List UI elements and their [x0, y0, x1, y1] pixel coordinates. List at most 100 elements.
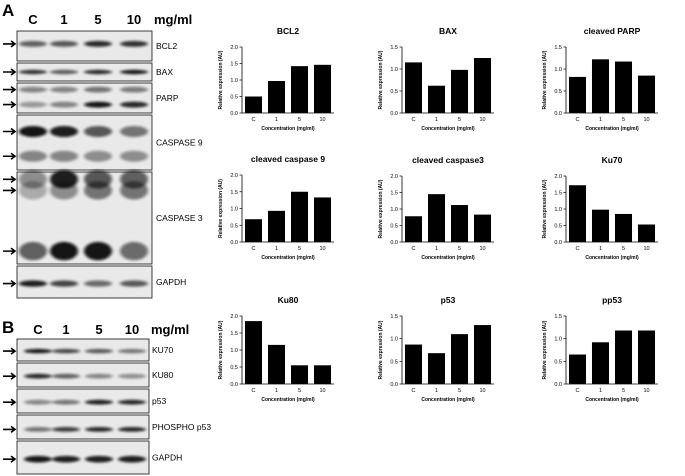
- bar-bax-5: [450, 69, 469, 113]
- y-tick-ku70-3: 1.5: [554, 191, 562, 197]
- panel-a-label-parp: PARP: [156, 93, 179, 103]
- y-tick-bcl2-3: 1.5: [230, 62, 238, 68]
- panel-b-band-ku70-0-lane0: [24, 348, 52, 354]
- panel-a-arrow-bcl2-0: [3, 40, 17, 48]
- panel-a-band-caspase-3-1-lane1: [50, 181, 78, 200]
- x-tick-ku80-10: 10: [319, 388, 325, 394]
- x-tick-p53-c: C: [412, 388, 416, 394]
- chart-title-ku80: Ku80: [278, 295, 299, 305]
- y-tick-ku70-2: 1.0: [554, 207, 562, 213]
- panel-b-band-ku70-0-lane3: [118, 348, 146, 354]
- panel-a-arrow-gapdh-0: [3, 279, 17, 288]
- bar-charts: BCL2 C 1 5 10 0.0 0.5 1.0 1.5 2.0 Concentration (m…: [218, 26, 658, 403]
- chart-ku80: Ku80 C 1 5 10 0.0 0.5 1.0 1.5 2.0 Concentration (m…: [218, 295, 334, 403]
- panel-a-band-bax-0-lane1: [50, 69, 78, 75]
- y-tick-cleaved-parp-2: 1.0: [554, 67, 562, 73]
- chart-cleaved-caspase-9: cleaved caspase 9 C 1 5 10 0.0 0.5 1.0 1.5 2.0 Con…: [218, 154, 334, 261]
- bar-ku80-5: [290, 365, 309, 384]
- bar-cleaved-caspase3-c: [404, 216, 423, 242]
- panel-a-conc-5: 5: [94, 12, 101, 27]
- x-label-cleaved-parp: Concentration (mg/ml): [585, 126, 639, 132]
- x-label-cleaved-caspase3: Concentration (mg/ml): [421, 255, 475, 261]
- panel-a-arrow-bax-0: [3, 68, 17, 76]
- x-tick-p53-1: 1: [435, 388, 438, 394]
- panel-a-band-gapdh-0-lane2: [84, 280, 112, 287]
- panel-a-western-blots: BCL2 BAX PARP CASPASE 9 CASPASE 3 GAPDH: [3, 30, 203, 299]
- panel-a-arrow-caspase-9-0: [3, 127, 17, 136]
- x-tick-ku70-5: 5: [622, 246, 625, 252]
- panel-a-band-bax-0-lane2: [84, 69, 112, 75]
- panel-b-band-phospho-p53-0-lane2: [85, 427, 113, 432]
- chart-title-pp53: pp53: [602, 295, 622, 305]
- y-tick-ku70-4: 2.0: [554, 174, 562, 180]
- panel-a-arrow-caspase-3-2: [3, 247, 17, 255]
- bar-pp53-10: [637, 330, 656, 384]
- x-tick-ku70-c: C: [576, 246, 580, 252]
- bar-ku80-c: [244, 321, 263, 384]
- y-label-ku70: Relative expression (AU): [542, 179, 548, 238]
- y-tick-ku70-0: 0.0: [554, 240, 562, 246]
- panel-a-band-parp-0-lane3: [120, 86, 148, 93]
- bar-p53-5: [450, 334, 469, 384]
- y-label-cleaved-caspase3: Relative expression (AU): [378, 179, 384, 238]
- x-label-cleaved-caspase-9: Concentration (mg/ml): [261, 255, 315, 261]
- panel-a-band-parp-0-lane2: [84, 86, 112, 93]
- x-tick-ku80-c: C: [252, 388, 256, 394]
- panel-a-arrow-caspase-3-1: [3, 186, 17, 195]
- panel-a-band-caspase-9-1-lane2: [84, 150, 112, 162]
- x-tick-bcl2-1: 1: [275, 117, 278, 123]
- panel-b-band-p53-0-lane0: [24, 399, 52, 405]
- x-tick-cleaved-parp-1: 1: [599, 117, 602, 123]
- panel-a-band-parp-1-lane2: [84, 101, 112, 108]
- panel-a-band-caspase-3-2-lane1: [50, 241, 78, 261]
- bar-p53-10: [473, 325, 492, 384]
- y-tick-cleaved-caspase3-1: 0.5: [390, 224, 398, 230]
- panel-a-band-bcl2-0-lane0: [19, 40, 47, 47]
- panel-a-band-bax-0-lane0: [19, 69, 47, 75]
- bar-bax-10: [473, 58, 492, 113]
- panel-b-arrow-ku70-0: [3, 347, 17, 355]
- panel-b-arrow-ku80-0: [3, 372, 17, 380]
- panel-b-band-p53-0-lane2: [85, 399, 113, 405]
- y-tick-ku80-0: 0.0: [230, 382, 238, 388]
- panel-a-label-caspase-9: CASPASE 9: [156, 138, 203, 148]
- panel-a-conc-c: C: [28, 12, 38, 27]
- bar-p53-c: [404, 344, 423, 384]
- panel-b-blot-ku70: [16, 338, 150, 362]
- y-tick-bcl2-0: 0.0: [230, 111, 238, 117]
- panel-b-band-phospho-p53-0-lane1: [52, 427, 80, 432]
- y-tick-cleaved-caspase3-3: 1.5: [390, 191, 398, 197]
- panel-b-band-phospho-p53-0-lane0: [24, 427, 52, 432]
- panel-a-band-gapdh-0-lane3: [120, 280, 148, 287]
- y-label-bcl2: Relative expression (AU): [218, 50, 224, 109]
- bar-ku80-1: [267, 344, 286, 384]
- x-tick-ku80-5: 5: [298, 388, 301, 394]
- panel-a-label-bax: BAX: [156, 67, 173, 77]
- bar-cleaved-caspase-9-10: [313, 197, 332, 242]
- y-label-cleaved-parp: Relative expression (AU): [542, 50, 548, 109]
- panel-a-band-bax-0-lane3: [120, 69, 148, 75]
- panel-a-band-bcl2-0-lane2: [84, 40, 112, 47]
- panel-b-band-phospho-p53-0-lane3: [118, 427, 146, 432]
- y-tick-cleaved-parp-1: 0.5: [554, 89, 562, 95]
- x-tick-cleaved-caspase3-1: 1: [435, 246, 438, 252]
- x-tick-pp53-5: 5: [622, 388, 625, 394]
- panel-a-unit: mg/ml: [154, 12, 192, 27]
- chart-title-cleaved-parp: cleaved PARP: [584, 26, 641, 36]
- chart-title-bcl2: BCL2: [277, 26, 299, 36]
- x-tick-cleaved-caspase3-10: 10: [479, 246, 485, 252]
- panel-a-band-parp-0-lane0: [19, 86, 47, 93]
- panel-b-label-gapdh: GAPDH: [152, 453, 182, 463]
- panel-b-label-phospho-p53: PHOSPHO p53: [152, 422, 211, 432]
- panel-a-arrow-caspase-3-0: [3, 175, 17, 183]
- panel-b-conc-5: 5: [95, 322, 102, 337]
- panel-a-band-caspase-9-1-lane0: [19, 150, 47, 162]
- y-tick-cleaved-caspase-9-0: 0.0: [230, 240, 238, 246]
- panel-a-band-caspase-9-0-lane1: [50, 126, 78, 137]
- panel-b-conc-10: 10: [125, 322, 139, 337]
- bar-cleaved-parp-5: [614, 61, 633, 113]
- y-tick-ku80-1: 0.5: [230, 365, 238, 371]
- panel-b-band-gapdh-0-lane0: [24, 455, 52, 463]
- chart-title-ku70: Ku70: [602, 155, 623, 165]
